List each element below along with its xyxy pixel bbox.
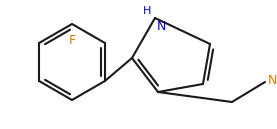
Text: H: H xyxy=(143,6,151,16)
Text: NH: NH xyxy=(268,75,277,87)
Text: F: F xyxy=(68,34,76,47)
Text: N: N xyxy=(157,20,166,33)
